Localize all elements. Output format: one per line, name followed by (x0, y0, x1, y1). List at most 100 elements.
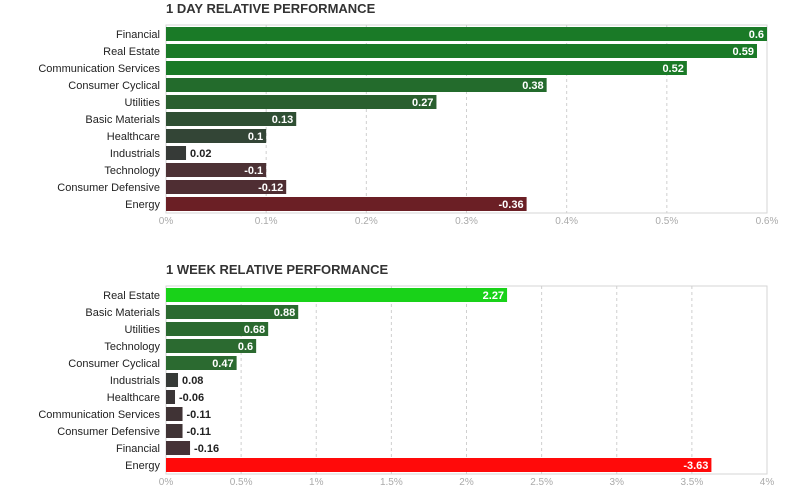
x-tick-label: 0.5% (230, 477, 253, 488)
category-label: Healthcare (107, 392, 160, 404)
x-tick-label: 0% (159, 477, 174, 488)
bar-row: Healthcare -0.06 (107, 390, 204, 404)
bar-row: Utilities 0.27 (125, 95, 437, 109)
category-label: Basic Materials (85, 307, 160, 319)
bar-row: Energy -3.63 (125, 458, 712, 472)
bar-row: Healthcare 0.1 (107, 129, 267, 143)
bar[interactable] (166, 424, 183, 438)
bar-row: Technology -0.1 (104, 163, 267, 177)
bar-row: Communication Services 0.52 (38, 61, 687, 75)
bar[interactable] (166, 78, 547, 92)
value-label: 0.6 (749, 29, 764, 41)
bar[interactable] (166, 441, 191, 455)
category-label: Industrials (110, 375, 161, 387)
bar[interactable] (166, 373, 179, 387)
x-tick-label: 0.3% (455, 216, 478, 227)
value-label: 0.59 (733, 46, 754, 58)
category-label: Industrials (110, 148, 161, 160)
value-label: 0.38 (522, 80, 543, 92)
category-label: Consumer Defensive (57, 426, 160, 438)
category-label: Basic Materials (85, 114, 160, 126)
bar-row: Technology 0.6 (104, 339, 257, 353)
value-label: -0.06 (179, 392, 204, 404)
category-label: Real Estate (103, 290, 160, 302)
x-tick-label: 3.5% (680, 477, 703, 488)
value-label: 0.6 (238, 341, 253, 353)
category-label: Consumer Cyclical (68, 80, 160, 92)
category-label: Communication Services (38, 63, 160, 75)
value-label: -0.12 (258, 182, 283, 194)
x-tick-label: 2% (459, 477, 474, 488)
category-label: Consumer Cyclical (68, 358, 160, 370)
bar-row: Consumer Cyclical 0.38 (68, 78, 547, 92)
x-tick-label: 0.5% (655, 216, 678, 227)
value-label: 0.27 (412, 97, 433, 109)
category-label: Communication Services (38, 409, 160, 421)
bar[interactable] (166, 407, 183, 421)
bar[interactable] (166, 458, 712, 472)
bar[interactable] (166, 146, 187, 160)
bar-row: Consumer Defensive -0.12 (57, 180, 287, 194)
bar[interactable] (166, 322, 269, 336)
one-day-performance-chart: 1 DAY RELATIVE PERFORMANCE 0% 0.1% 0.2% 0.3… (38, 1, 778, 227)
value-label: 0.02 (190, 148, 211, 160)
category-label: Energy (125, 460, 160, 472)
value-label: -0.16 (194, 443, 219, 455)
chart-title: 1 WEEK RELATIVE PERFORMANCE (166, 262, 389, 277)
category-label: Utilities (125, 324, 161, 336)
bar-row: Energy -0.36 (125, 197, 527, 211)
x-tick-label: 2.5% (530, 477, 553, 488)
x-tick-label: 1% (309, 477, 324, 488)
category-label: Technology (104, 341, 160, 353)
category-label: Utilities (125, 97, 161, 109)
category-label: Healthcare (107, 131, 160, 143)
bar[interactable] (166, 180, 287, 194)
bar-row: Communication Services -0.11 (38, 407, 211, 421)
bar[interactable] (166, 27, 767, 41)
chart-title: 1 DAY RELATIVE PERFORMANCE (166, 1, 376, 16)
bar[interactable] (166, 95, 437, 109)
bar[interactable] (166, 44, 757, 58)
bar[interactable] (166, 390, 176, 404)
category-label: Energy (125, 199, 160, 211)
bar[interactable] (166, 163, 267, 177)
value-label: -0.11 (187, 426, 211, 438)
value-label: -0.11 (187, 409, 211, 421)
value-label: -3.63 (683, 460, 708, 472)
bar[interactable] (166, 112, 297, 126)
bar-row: Financial -0.16 (116, 441, 219, 455)
bar-row: Consumer Cyclical 0.47 (68, 356, 237, 370)
value-label: 0.88 (274, 307, 295, 319)
bar-row: Consumer Defensive -0.11 (57, 424, 211, 438)
bar[interactable] (166, 61, 687, 75)
category-label: Financial (116, 443, 160, 455)
category-label: Consumer Defensive (57, 182, 160, 194)
value-label: 0.68 (244, 324, 265, 336)
bar[interactable] (166, 288, 508, 302)
value-label: 2.27 (483, 290, 504, 302)
x-tick-label: 3% (610, 477, 625, 488)
bar-row: Basic Materials 0.13 (85, 112, 297, 126)
category-label: Technology (104, 165, 160, 177)
bar[interactable] (166, 197, 527, 211)
x-tick-label: 0.4% (555, 216, 578, 227)
value-label: 0.1 (248, 131, 263, 143)
bar-row: Industrials 0.02 (110, 146, 211, 160)
bar-row: Financial 0.6 (116, 27, 767, 41)
bar[interactable] (166, 356, 237, 370)
value-label: 0.47 (212, 358, 233, 370)
bar[interactable] (166, 129, 267, 143)
value-label: -0.36 (499, 199, 524, 211)
category-label: Financial (116, 29, 160, 41)
category-label: Real Estate (103, 46, 160, 58)
x-tick-label: 0.6% (756, 216, 779, 227)
bar-row: Basic Materials 0.88 (85, 305, 299, 319)
value-label: -0.1 (244, 165, 263, 177)
value-label: 0.08 (182, 375, 203, 387)
bar[interactable] (166, 305, 299, 319)
x-tick-label: 0.1% (255, 216, 278, 227)
bar-row: Utilities 0.68 (125, 322, 269, 336)
bar-row: Real Estate 0.59 (103, 44, 757, 58)
bar[interactable] (166, 339, 257, 353)
value-label: 0.52 (662, 63, 683, 75)
